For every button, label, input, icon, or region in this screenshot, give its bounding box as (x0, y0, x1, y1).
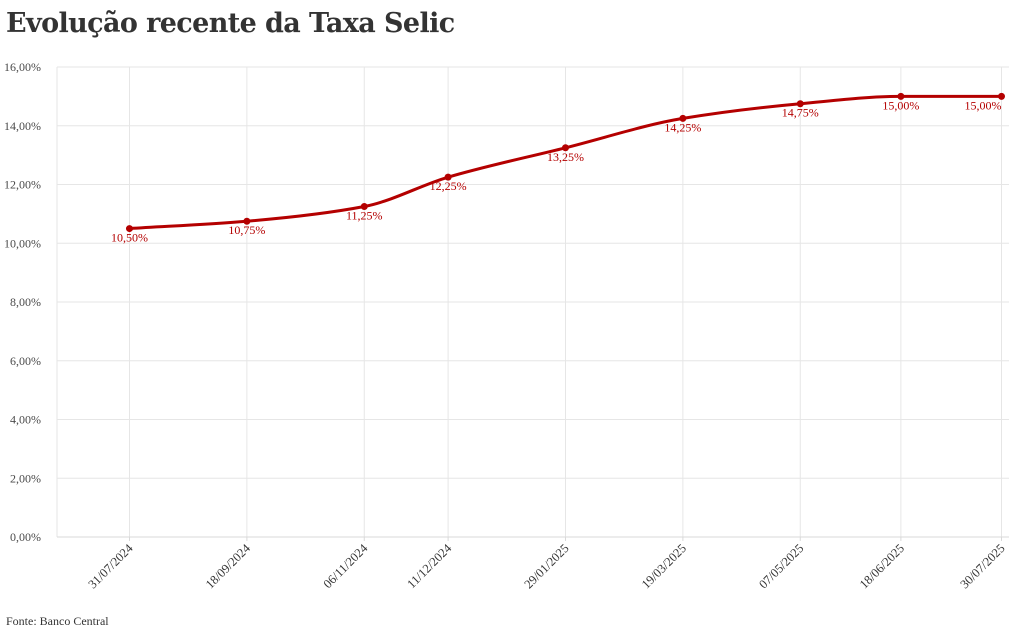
y-tick-label: 16,00% (4, 60, 41, 74)
data-point (126, 225, 133, 233)
x-tick-label: 06/11/2024 (321, 541, 371, 591)
source-note: Fonte: Banco Central (6, 614, 109, 628)
data-point (679, 114, 687, 122)
data-label: 15,00% (882, 98, 919, 112)
data-label: 11,25% (346, 209, 383, 223)
y-tick-label: 14,00% (4, 119, 41, 133)
x-tick-label: 30/07/2025 (957, 541, 1007, 591)
x-tick-label: 29/01/2025 (521, 541, 571, 591)
x-tick-label: 07/05/2025 (756, 541, 806, 591)
data-point (360, 203, 368, 211)
x-tick-label: 31/07/2024 (85, 541, 136, 592)
label-layer: 10,50% 10,75% 11,25% 12,25% 13,25% 14,25% 14,7… (111, 98, 1002, 244)
data-label: 15,00% (965, 98, 1002, 112)
data-point (897, 92, 905, 100)
grid-layer (56, 66, 1009, 538)
data-point (243, 217, 251, 225)
chart-title: Evolução recente da Taxa Selic (6, 8, 455, 39)
data-label: 10,50% (111, 231, 148, 245)
y-tick-label: 0,00% (10, 530, 41, 544)
data-label: 13,25% (547, 150, 584, 164)
data-label: 14,25% (664, 120, 701, 134)
series-layer (126, 92, 1005, 233)
data-label: 12,25% (430, 179, 467, 193)
data-label: 14,75% (782, 106, 819, 120)
axis-layer: 0,00% 2,00% 4,00% 6,00% 8,00% 10,00% 12,00% 14,… (4, 60, 1009, 591)
y-tick-label: 10,00% (4, 236, 41, 250)
x-tick-label: 18/06/2025 (857, 541, 907, 591)
y-tick-label: 8,00% (10, 295, 41, 309)
data-label: 10,75% (228, 223, 265, 237)
data-point (796, 100, 804, 108)
data-point (998, 92, 1005, 100)
y-tick-label: 2,00% (10, 471, 41, 485)
y-tick-label: 4,00% (10, 413, 41, 427)
x-tick-label: 11/12/2024 (404, 541, 454, 591)
y-tick-label: 6,00% (10, 354, 41, 368)
x-tick-label: 19/03/2025 (639, 541, 689, 591)
data-point (562, 144, 569, 152)
data-point (444, 173, 452, 181)
x-tick-label: 18/09/2024 (203, 541, 254, 592)
y-tick-label: 12,00% (4, 178, 41, 192)
